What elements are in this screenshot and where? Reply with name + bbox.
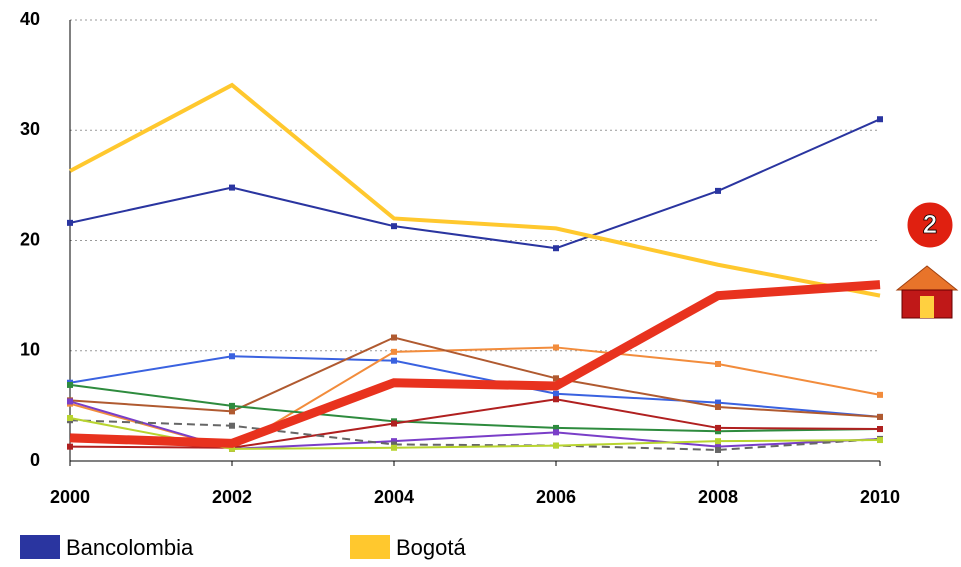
point bbox=[553, 396, 559, 403]
point bbox=[229, 445, 235, 452]
house-door bbox=[920, 296, 934, 318]
series-line bbox=[69, 336, 881, 418]
point bbox=[391, 420, 397, 427]
point bbox=[229, 402, 235, 409]
point bbox=[877, 413, 883, 420]
point bbox=[67, 443, 73, 450]
point bbox=[391, 438, 397, 445]
point bbox=[67, 219, 73, 226]
house-icon bbox=[895, 265, 959, 319]
legend-swatch bbox=[20, 535, 60, 559]
series-line bbox=[69, 118, 881, 250]
point bbox=[229, 353, 235, 360]
point bbox=[715, 399, 721, 406]
series-line bbox=[69, 280, 881, 448]
point bbox=[715, 424, 721, 431]
x-tick-label: 2010 bbox=[860, 487, 900, 507]
house-roof bbox=[895, 265, 959, 291]
point bbox=[553, 245, 559, 252]
point bbox=[877, 437, 883, 444]
point bbox=[67, 381, 73, 388]
legend-label: Bogotá bbox=[396, 535, 466, 560]
point bbox=[67, 415, 73, 422]
point bbox=[877, 116, 883, 123]
y-tick-label: 20 bbox=[20, 229, 40, 249]
series-line bbox=[69, 355, 881, 418]
series-line bbox=[69, 419, 881, 451]
x-tick-label: 2000 bbox=[50, 487, 90, 507]
badge-text: 2 bbox=[923, 209, 937, 239]
point bbox=[715, 443, 721, 450]
x-tick-label: 2008 bbox=[698, 487, 738, 507]
point bbox=[877, 426, 883, 433]
x-tick-label: 2004 bbox=[374, 487, 414, 507]
series-line bbox=[69, 82, 881, 298]
point bbox=[553, 424, 559, 431]
series-line bbox=[69, 398, 881, 449]
point bbox=[391, 357, 397, 364]
point bbox=[391, 441, 397, 448]
y-tick-label: 40 bbox=[20, 9, 40, 29]
series-line bbox=[69, 383, 881, 433]
point bbox=[715, 403, 721, 410]
point bbox=[391, 223, 397, 230]
point bbox=[391, 444, 397, 451]
point bbox=[877, 391, 883, 398]
legend-swatch bbox=[350, 535, 390, 559]
point bbox=[715, 446, 721, 453]
point bbox=[553, 429, 559, 436]
point bbox=[715, 360, 721, 367]
point bbox=[229, 422, 235, 429]
point bbox=[67, 398, 73, 405]
plot: 0 10 20 30 40 2000 2002 2004 2006 2008 2010 Bancolo… bbox=[20, 9, 900, 560]
x-tick-label: 2006 bbox=[536, 487, 576, 507]
x-tick-label: 2002 bbox=[212, 487, 252, 507]
point bbox=[553, 375, 559, 382]
point bbox=[391, 348, 397, 355]
point bbox=[391, 334, 397, 341]
y-tick-label: 30 bbox=[20, 119, 40, 139]
badge-circle bbox=[904, 199, 956, 251]
badge: 2 bbox=[904, 199, 956, 251]
y-tick-label: 0 bbox=[30, 450, 40, 470]
point bbox=[229, 408, 235, 415]
point bbox=[553, 344, 559, 351]
point bbox=[715, 187, 721, 194]
point bbox=[553, 442, 559, 449]
legend-label: Bancolombia bbox=[66, 535, 194, 560]
point bbox=[715, 428, 721, 435]
point bbox=[553, 390, 559, 397]
y-tick-label: 10 bbox=[20, 340, 40, 360]
point bbox=[715, 438, 721, 445]
point bbox=[229, 184, 235, 191]
